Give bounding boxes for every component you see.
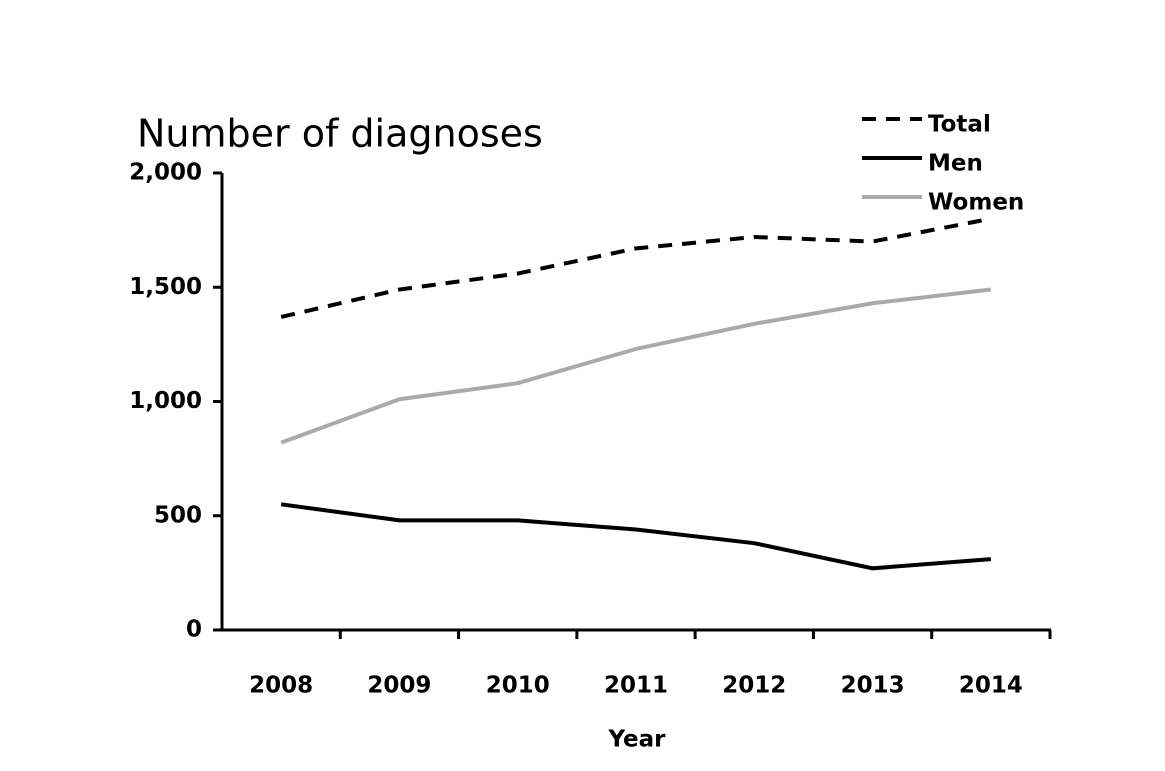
x-tick-label: 2010 [486,673,550,699]
legend-label: Men [928,151,983,177]
y-tick-label: 2,000 [129,160,202,186]
x-tick-label: 2009 [367,673,431,699]
line-series [280,287,992,445]
line-series [280,216,992,319]
y-tick-label: 0 [186,617,202,643]
x-tick-label: 2012 [722,673,786,699]
x-tick-label: 2014 [959,673,1023,699]
y-tick-label: 1,000 [129,388,202,414]
line-series [280,502,992,571]
legend-label: Total [928,112,991,138]
x-tick-label: 2011 [604,673,668,699]
y-tick-label: 500 [154,502,202,528]
x-tick-label: 2013 [841,673,905,699]
x-tick-label: 2008 [249,673,313,699]
legend-label: Women [928,190,1024,216]
y-tick-label: 1,500 [129,274,202,300]
x-axis-label: Year [607,727,666,753]
chart-title: Number of diagnoses [137,112,543,156]
